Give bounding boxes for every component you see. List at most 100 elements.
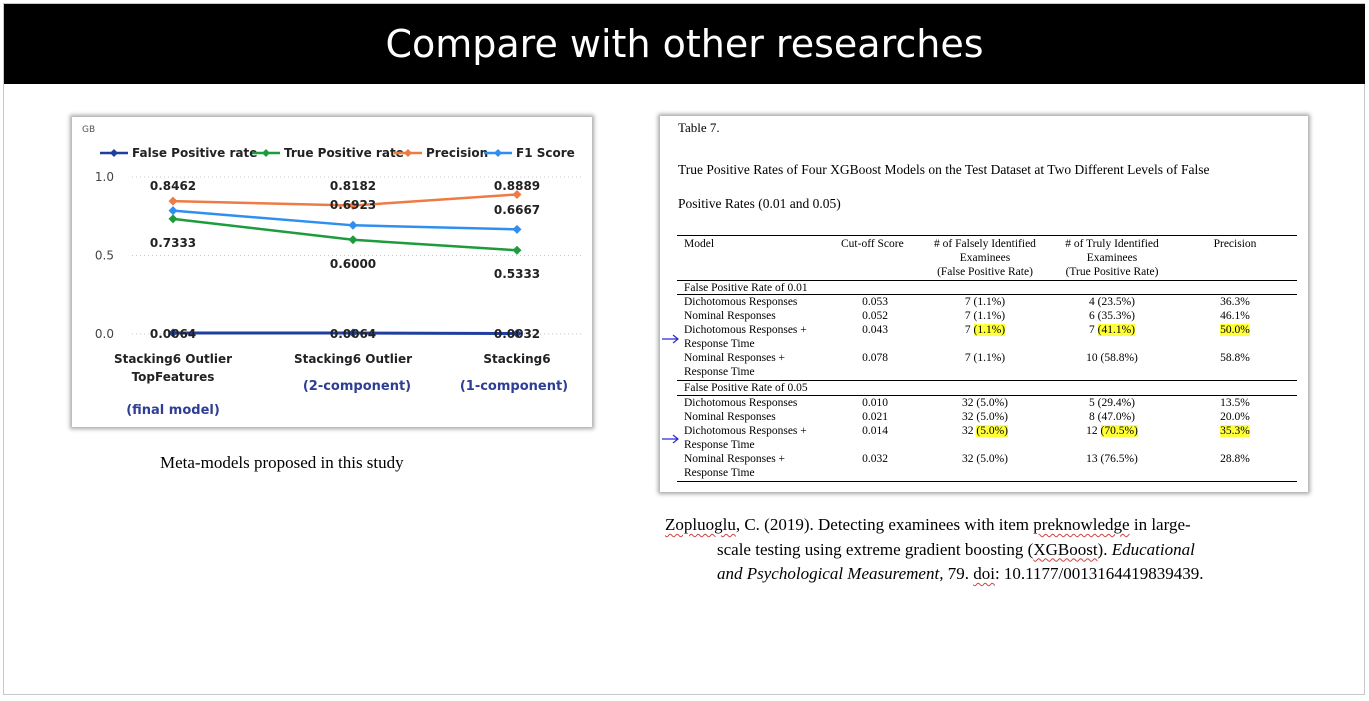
legend-label: F1 Score xyxy=(516,146,575,160)
cell-model: Dichotomous Responses + xyxy=(684,425,807,437)
cell-true-rate: (41.1%) xyxy=(1097,324,1135,336)
cell-true-rate: (76.5%) xyxy=(1100,453,1138,465)
reference-keyword: XGBoost xyxy=(1033,539,1098,559)
reference-line3: and Psychological Measurement, 79. doi: … xyxy=(665,562,1305,587)
reference-citation: Zopluoglu, C. (2019). Detecting examinee… xyxy=(665,513,1305,587)
cell-cutoff: 0.010 xyxy=(862,397,888,409)
cell-model: Dichotomous Responses xyxy=(684,296,798,308)
cell-precision: 58.8% xyxy=(1220,352,1250,364)
reference-doi-label: doi xyxy=(973,564,995,583)
series-line xyxy=(172,209,518,231)
panel-label: GB xyxy=(82,125,95,135)
header-true-line3: (True Positive Rate) xyxy=(1065,266,1159,278)
legend-marker xyxy=(110,149,118,157)
y-tick-label: 1.0 xyxy=(95,170,114,184)
header-model: Model xyxy=(684,238,715,250)
table-caption-line1: True Positive Rates of Four XGBoost Mode… xyxy=(678,162,1210,177)
reference-text: , C. (2019). Detecting examinees with it… xyxy=(735,515,1034,534)
cell-false-rate: (5.0%) xyxy=(976,425,1008,437)
header-precision: Precision xyxy=(1213,238,1257,250)
cell-precision: 35.3% xyxy=(1220,425,1250,437)
reference-text: ). xyxy=(1097,539,1112,559)
cell-false-count: 7 xyxy=(964,324,971,336)
x-sub-label: (1-component) xyxy=(460,379,568,394)
reference-line2: scale testing using extreme gradient boo… xyxy=(665,538,1305,563)
title-bar: Compare with other researches xyxy=(4,4,1365,84)
cell-false-rate: (5.0%) xyxy=(976,411,1008,423)
cell-true-rate: (29.4%) xyxy=(1097,397,1135,409)
legend-label: False Positive rate xyxy=(132,146,257,160)
data-label: 0.6667 xyxy=(494,203,540,217)
data-point xyxy=(348,328,358,338)
cell-cutoff: 0.053 xyxy=(862,296,888,308)
legend-marker xyxy=(404,149,412,157)
cell-false-rate: (5.0%) xyxy=(976,453,1008,465)
reference-text: 79. xyxy=(943,564,974,583)
cell-precision: 50.0% xyxy=(1220,324,1250,336)
data-label: 0.6000 xyxy=(330,257,376,271)
cell-true: 7 (41.1%) xyxy=(1051,323,1173,337)
reference-text: scale testing using extreme gradient boo… xyxy=(717,539,1034,559)
data-point xyxy=(512,245,522,255)
cell-true: 5 (29.4%) xyxy=(1051,396,1173,410)
cell-true: 10 (58.8%) xyxy=(1051,351,1173,365)
cell-true-rate: (47.0%) xyxy=(1097,411,1135,423)
reference-text: : 10.1177/0013164419839439. xyxy=(994,564,1204,583)
cell-cutoff: 0.014 xyxy=(862,425,888,437)
cell-false: 7 (1.1%) xyxy=(922,295,1048,309)
reference-journal: Educational xyxy=(1111,539,1195,559)
data-label: 0.7333 xyxy=(150,236,196,250)
cell-false-count: 32 xyxy=(962,411,974,423)
group-title: False Positive Rate of 0.05 xyxy=(684,382,808,394)
cell-false: 7 (1.1%) xyxy=(922,309,1048,323)
data-label: 0.0032 xyxy=(494,327,540,341)
line-chart: GB False Positive rate True Positive rate P… xyxy=(82,125,582,418)
cell-precision-wrap: 35.3% xyxy=(1205,424,1265,438)
cell-false-count: 7 xyxy=(964,352,971,364)
data-point xyxy=(168,206,178,216)
header-false-line3: (False Positive Rate) xyxy=(937,266,1033,278)
cell-true: 4 (23.5%) xyxy=(1051,295,1173,309)
cell-false: 32 (5.0%) xyxy=(922,396,1048,410)
cell-precision: 36.3% xyxy=(1220,296,1250,308)
header-true-line2: Examinees xyxy=(1086,252,1138,264)
data-label: 0.8462 xyxy=(150,179,196,193)
cell-true-count: 4 xyxy=(1089,296,1095,308)
cell-cutoff: 0.078 xyxy=(862,352,888,364)
x-tick-label: TopFeatures xyxy=(132,370,215,384)
x-tick-label: Stacking6 Outlier xyxy=(114,352,232,366)
data-point xyxy=(348,201,358,211)
data-point xyxy=(512,224,522,234)
data-label: 0.8182 xyxy=(330,179,376,193)
cell-false-rate: (1.1%) xyxy=(973,296,1006,308)
data-point xyxy=(168,196,178,206)
data-label: 0.8889 xyxy=(494,179,540,193)
cell-true-rate: (23.5%) xyxy=(1097,296,1135,308)
table-top-rule xyxy=(677,235,1297,236)
cell-true-count: 5 xyxy=(1089,397,1095,409)
header-false-line1: # of Falsely Identified xyxy=(934,238,1036,250)
reference-line1: Zopluoglu, C. (2019). Detecting examinee… xyxy=(665,513,1305,538)
cell-model: Nominal Responses xyxy=(684,411,776,423)
y-tick-label: 0.0 xyxy=(95,327,114,341)
table-caption-line2: Positive Rates (0.01 and 0.05) xyxy=(678,196,841,211)
data-point xyxy=(348,220,358,230)
reference-author: Zopluoglu xyxy=(665,515,736,534)
cell-false-count: 7 xyxy=(964,310,971,322)
reference-journal: and Psychological Measurement, xyxy=(717,564,944,583)
cell-precision-wrap: 50.0% xyxy=(1205,323,1265,337)
cell-precision: 46.1% xyxy=(1220,310,1250,322)
legend-marker xyxy=(262,149,270,157)
legend-marker xyxy=(494,149,502,157)
cell-false-count: 32 xyxy=(962,397,974,409)
cell-false-rate: (1.1%) xyxy=(973,324,1006,336)
cell-true-rate: (35.3%) xyxy=(1097,310,1135,322)
cell-true: 6 (35.3%) xyxy=(1051,309,1173,323)
group-title: False Positive Rate of 0.01 xyxy=(684,282,808,294)
chart-caption: Meta-models proposed in this study xyxy=(160,453,404,472)
cell-cutoff: 0.021 xyxy=(862,411,888,423)
cell-false-rate: (5.0%) xyxy=(976,397,1008,409)
cell-true-rate: (58.8%) xyxy=(1100,352,1138,364)
cell-false: 32 (5.0%) xyxy=(922,410,1048,424)
cell-model-line2: Response Time xyxy=(684,467,755,479)
